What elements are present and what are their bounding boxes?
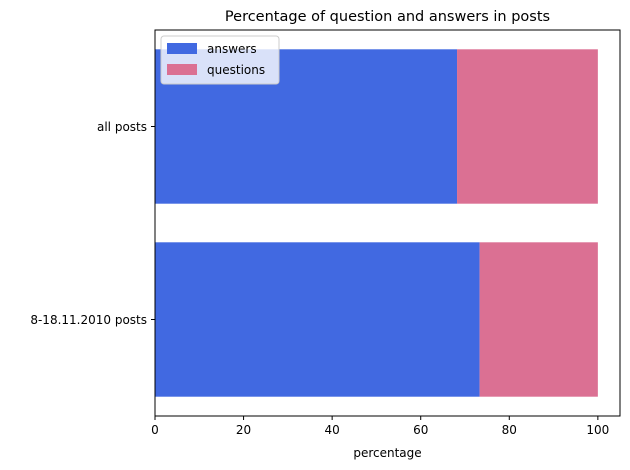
legend-swatch-questions: [167, 64, 197, 75]
plot-frame: [154, 29, 621, 417]
x-tick-label: 40: [325, 423, 340, 437]
x-axis-label: percentage: [353, 446, 421, 460]
x-tick-label: 60: [413, 423, 428, 437]
bar-answers-1: [155, 242, 480, 397]
bar-questions-0: [457, 49, 598, 204]
legend-label-questions: questions: [207, 63, 265, 77]
x-tick-label: 20: [236, 423, 251, 437]
legend-swatch-answers: [167, 43, 197, 54]
bar-questions-1: [479, 242, 598, 397]
x-tick-label: 0: [151, 423, 159, 437]
y-tick-label: 8-18.11.2010 posts: [30, 313, 147, 327]
legend: answers questions: [160, 35, 280, 85]
x-tick-label: 80: [502, 423, 517, 437]
x-axis-ticks: 0 20 40 60 80 100: [151, 416, 609, 437]
y-tick-label: all posts: [97, 120, 147, 134]
chart-title: Percentage of question and answers in po…: [225, 9, 550, 25]
x-tick-label: 100: [586, 423, 609, 437]
legend-label-answers: answers: [207, 42, 257, 56]
y-axis-ticks: all posts 8-18.11.2010 posts: [30, 120, 155, 327]
plot-area: [155, 49, 598, 397]
